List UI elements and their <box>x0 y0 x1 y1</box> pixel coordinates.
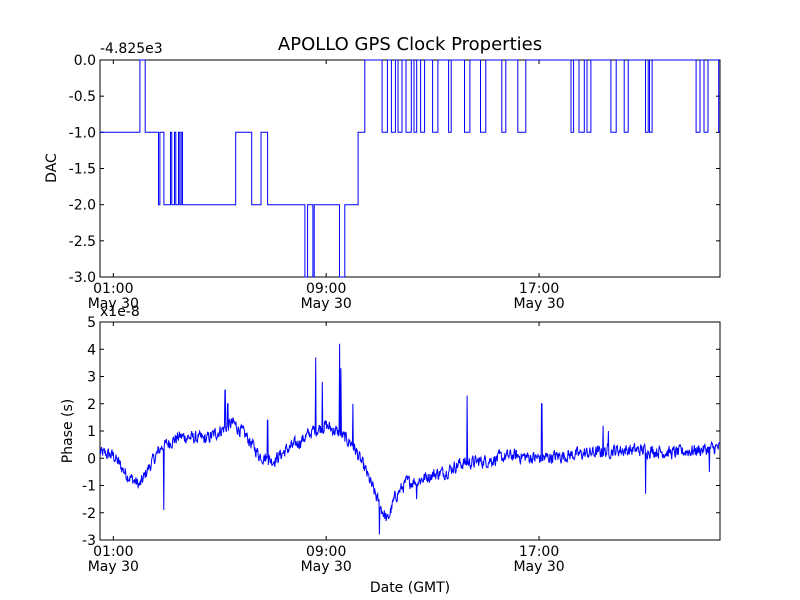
phase-ytick-label: 4 <box>87 342 96 358</box>
phase-series-line <box>99 343 721 535</box>
dac-xtick-date: May 30 <box>88 296 139 312</box>
dac-ytick-label: -3.0 <box>69 270 96 286</box>
dac-xtick-time: 01:00 <box>93 281 133 297</box>
phase-ytick-label: -1 <box>82 479 96 495</box>
phase-xlabel: Date (GMT) <box>370 580 450 596</box>
chart-title: APOLLO GPS Clock Properties <box>278 34 542 55</box>
phase-xtick-date: May 30 <box>88 559 139 575</box>
phase-ytick-label: -3 <box>82 533 96 549</box>
phase-plot-frame <box>99 321 721 541</box>
phase-xtick-date: May 30 <box>301 559 352 575</box>
dac-xtick-time: 17:00 <box>519 281 559 297</box>
phase-ytick-label: 1 <box>87 424 96 440</box>
phase-ytick-label: 3 <box>87 370 96 386</box>
phase-offset-label: x1e-8 <box>100 304 140 320</box>
phase-xtick-date: May 30 <box>513 559 564 575</box>
phase-xtick-time: 01:00 <box>93 544 133 560</box>
dac-ytick-label: -2.0 <box>69 198 96 214</box>
phase-xtick-time: 17:00 <box>519 544 559 560</box>
dac-plot-frame <box>99 59 721 278</box>
dac-xtick-date: May 30 <box>301 296 352 312</box>
dac-ytick-label: -0.5 <box>69 89 96 105</box>
dac-xtick-time: 09:00 <box>306 281 346 297</box>
dac-offset-label: -4.825e3 <box>100 41 163 57</box>
phase-yticks: 5 4 3 2 1 0 -1 -2 -3 <box>82 315 720 549</box>
phase-ytick-label: 5 <box>87 315 96 331</box>
dac-xtick-date: May 30 <box>513 296 564 312</box>
dac-ylabel: DAC <box>44 153 60 183</box>
dac-ytick-label: -1.5 <box>69 162 96 178</box>
dac-panel: -4.825e3 DAC 0.0 -0.5 -1.0 -1.5 -2.0 -2.5 -3.0… <box>44 41 721 312</box>
dac-ytick-label: 0.0 <box>74 53 96 69</box>
phase-ytick-label: 0 <box>87 451 96 467</box>
phase-ylabel: Phase (s) <box>60 399 76 463</box>
dac-yticks: 0.0 -0.5 -1.0 -1.5 -2.0 -2.5 -3.0 <box>69 53 720 286</box>
phase-ytick-label: 2 <box>87 397 96 413</box>
phase-xtick-time: 09:00 <box>306 544 346 560</box>
dac-series-line <box>100 59 720 278</box>
phase-ytick-label: -2 <box>82 506 96 522</box>
dac-ytick-label: -2.5 <box>69 234 96 250</box>
dac-ytick-label: -1.0 <box>69 125 96 141</box>
